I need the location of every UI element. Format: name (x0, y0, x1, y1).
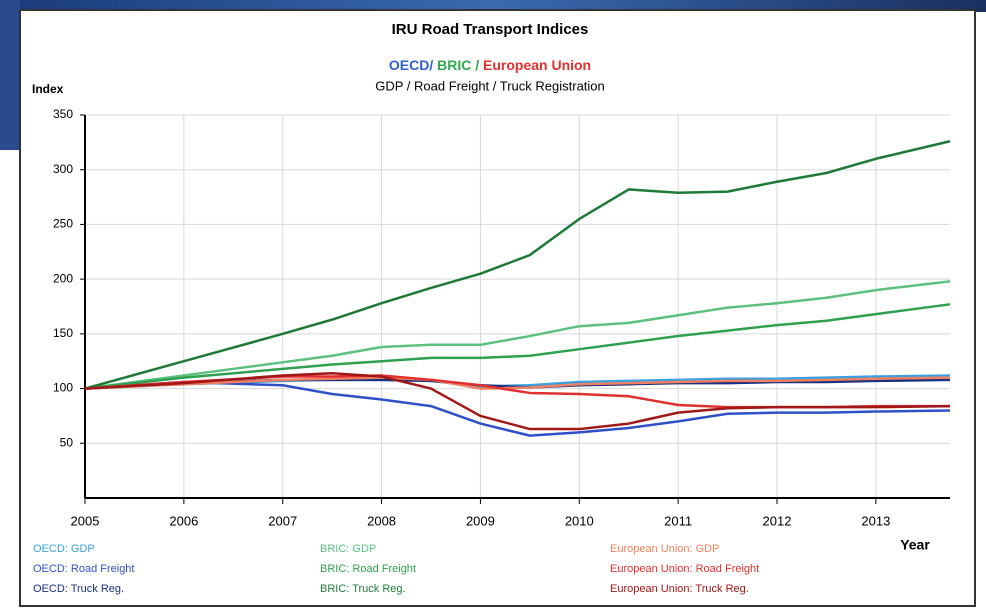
y-tick-label: 100 (53, 381, 73, 395)
x-tick-label: 2011 (664, 513, 692, 528)
y-tick-label: 200 (53, 271, 73, 285)
subtitle-groups: OECD/ BRIC / European Union (389, 57, 591, 73)
subtitle-part: BRIC / (433, 57, 479, 73)
background-strip (0, 0, 20, 150)
x-tick-label: 2007 (268, 513, 297, 528)
chart-panel (20, 10, 975, 606)
legend-entry: European Union: Truck Reg. (610, 583, 749, 595)
legend-entry: European Union: Road Freight (610, 563, 759, 575)
legend-entry: OECD: Truck Reg. (33, 583, 124, 595)
x-axis-label: Year (900, 537, 930, 553)
y-tick-label: 50 (60, 435, 74, 449)
legend-entry: BRIC: GDP (320, 543, 376, 555)
legend-entry: BRIC: Road Freight (320, 563, 416, 575)
y-axis-label: Index (32, 82, 64, 96)
legend-entry: OECD: GDP (33, 543, 95, 555)
legend-entry: OECD: Road Freight (33, 563, 134, 575)
chart: IRU Road Transport Indices OECD/ BRIC / … (0, 0, 986, 608)
legend-entry: European Union: GDP (610, 543, 719, 555)
y-tick-label: 350 (53, 107, 73, 121)
x-tick-label: 2013 (861, 513, 890, 528)
subtitle-part: European Union (479, 57, 591, 73)
subtitle-part: OECD/ (389, 57, 433, 73)
page: {"chart_data": {"type": "line", "title":… (0, 0, 986, 608)
y-tick-label: 250 (53, 217, 73, 231)
x-tick-label: 2006 (169, 513, 198, 528)
x-tick-label: 2012 (763, 513, 792, 528)
legend-entry: BRIC: Truck Reg. (320, 583, 406, 595)
y-tick-label: 150 (53, 326, 73, 340)
x-tick-label: 2005 (71, 513, 100, 528)
x-tick-label: 2008 (367, 513, 396, 528)
y-tick-label: 300 (53, 162, 73, 176)
subtitle: GDP / Road Freight / Truck Registration (375, 78, 605, 93)
x-tick-label: 2009 (466, 513, 495, 528)
chart-title: IRU Road Transport Indices (392, 21, 589, 38)
x-tick-label: 2010 (565, 513, 594, 528)
